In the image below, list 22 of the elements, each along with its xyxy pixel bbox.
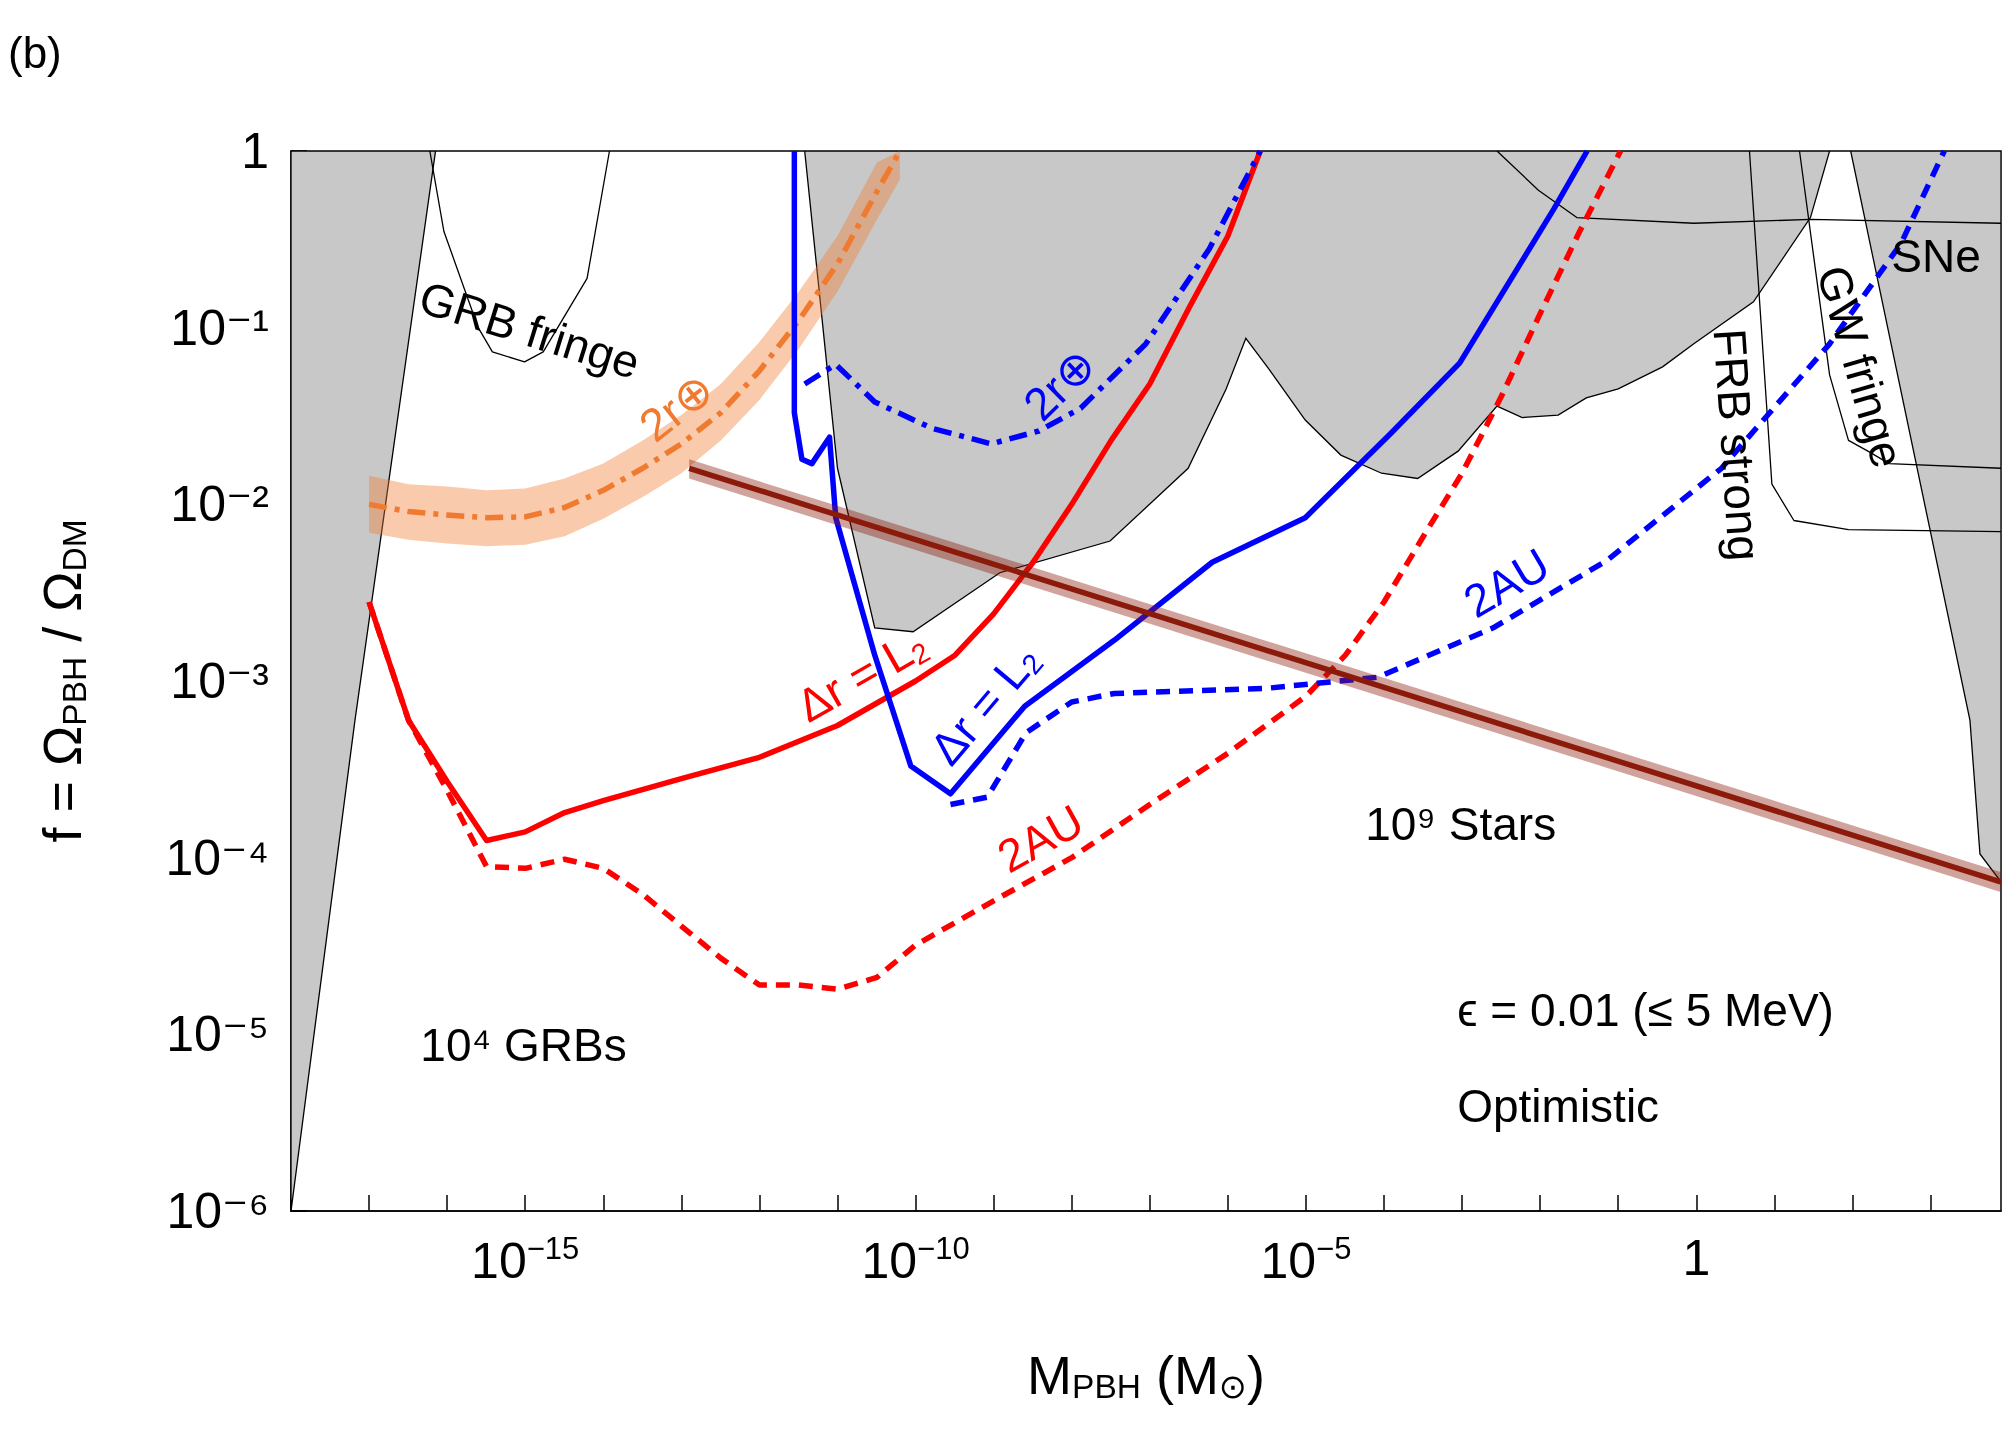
text: FRB strong xyxy=(1703,326,1771,563)
text: (b) xyxy=(8,27,62,77)
annotation: ϵ = 0.01 (≤ 5 MeV) xyxy=(1457,983,1834,1036)
text: 2AU xyxy=(1454,537,1559,628)
y-tick-label: 10⁻² xyxy=(170,476,269,533)
y-tick-label: 10⁻¹ xyxy=(170,299,269,356)
text: GRB fringe xyxy=(413,271,646,389)
y-tick-label: 10⁻⁶ xyxy=(166,1183,269,1239)
y-tick-label: 10⁻⁵ xyxy=(166,1006,269,1063)
text: Δr = L2 xyxy=(787,625,936,733)
y-tick-label: 10⁻⁴ xyxy=(165,829,269,886)
y-tick-label: 1 xyxy=(241,123,269,179)
annotation: 10⁹ Stars xyxy=(1365,798,1557,851)
annotation: Optimistic xyxy=(1457,1080,1660,1133)
x-tick-label: 1 xyxy=(1682,1230,1711,1286)
annotation: 10⁴ GRBs xyxy=(420,1018,627,1071)
x-axis-title: MPBH (M⊙) xyxy=(1027,1344,1265,1406)
text: 2AU xyxy=(988,794,1093,883)
text: 2r⊕ xyxy=(1013,337,1107,431)
annotation: SNe xyxy=(1891,229,1981,282)
y-axis-title: f = ΩPBH / ΩDM xyxy=(32,519,93,843)
y-tick-label: 10⁻³ xyxy=(170,653,269,709)
